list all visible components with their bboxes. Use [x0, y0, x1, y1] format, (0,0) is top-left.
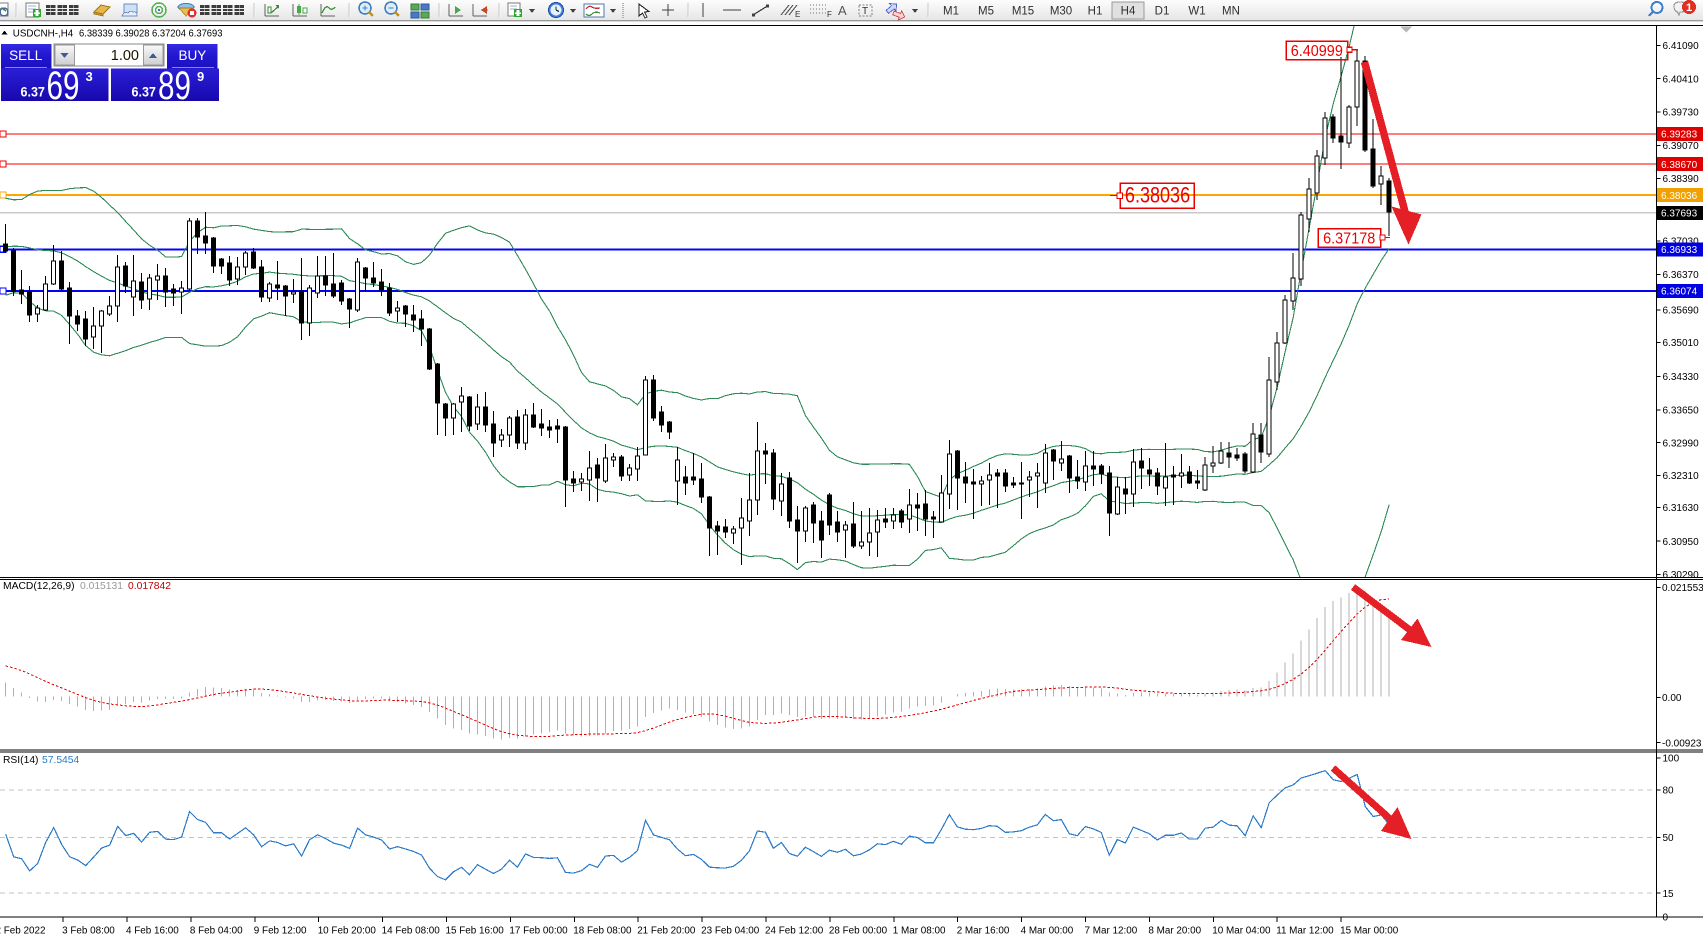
svg-text:8 Mar 20:00: 8 Mar 20:00	[1148, 926, 1201, 937]
svg-text:69: 69	[47, 64, 80, 108]
svg-text:USDCNH-,H4: USDCNH-,H4	[13, 28, 74, 39]
svg-text:E: E	[795, 10, 800, 19]
svg-text:57.5454: 57.5454	[42, 755, 79, 766]
svg-text:4 Mar 00:00: 4 Mar 00:00	[1021, 926, 1074, 937]
svg-text:1: 1	[1686, 2, 1692, 14]
svg-text:6.37030: 6.37030	[1663, 236, 1700, 247]
svg-text:0.00: 0.00	[1662, 693, 1682, 704]
svg-text:6.30950: 6.30950	[1663, 537, 1700, 548]
svg-text:MN: MN	[1222, 6, 1240, 18]
svg-text:M1: M1	[943, 6, 959, 18]
svg-text:7 Mar 12:00: 7 Mar 12:00	[1085, 926, 1138, 937]
svg-text:H1: H1	[1088, 6, 1103, 18]
svg-text:14 Feb 08:00: 14 Feb 08:00	[382, 926, 441, 937]
svg-text:6.38670: 6.38670	[1661, 160, 1698, 171]
svg-text:3: 3	[86, 69, 93, 84]
svg-text:M15: M15	[1012, 6, 1034, 18]
svg-text:100: 100	[1663, 754, 1680, 765]
svg-text:SELL: SELL	[9, 48, 43, 63]
svg-text:6.36074: 6.36074	[1661, 287, 1698, 298]
svg-text:10 Feb 20:00: 10 Feb 20:00	[318, 926, 377, 937]
svg-text:80: 80	[1663, 785, 1675, 796]
svg-text:M5: M5	[978, 6, 994, 18]
svg-text:50: 50	[1663, 833, 1675, 844]
svg-text:9 Feb 12:00: 9 Feb 12:00	[254, 926, 307, 937]
svg-text:6.40410: 6.40410	[1663, 74, 1700, 85]
svg-text:6.31630: 6.31630	[1663, 503, 1700, 514]
svg-text:6.30290: 6.30290	[1663, 570, 1700, 581]
svg-text:6.35690: 6.35690	[1663, 306, 1700, 317]
svg-text:6.37178: 6.37178	[1323, 230, 1375, 248]
svg-text:24 Feb 12:00: 24 Feb 12:00	[765, 926, 824, 937]
svg-text:9: 9	[197, 69, 204, 84]
svg-text:15 Mar 00:00: 15 Mar 00:00	[1340, 926, 1399, 937]
svg-text:1.00: 1.00	[111, 48, 139, 64]
svg-text:6.38390: 6.38390	[1663, 174, 1700, 185]
svg-text:6.33650: 6.33650	[1663, 406, 1700, 417]
svg-text:6.32990: 6.32990	[1663, 438, 1700, 449]
svg-text:3 Feb 08:00: 3 Feb 08:00	[62, 926, 115, 937]
svg-text:-0.00923: -0.00923	[1662, 738, 1702, 749]
svg-text:6.40999: 6.40999	[1291, 42, 1343, 60]
svg-text:17 Feb 00:00: 17 Feb 00:00	[509, 926, 568, 937]
svg-text:1 Mar 08:00: 1 Mar 08:00	[893, 926, 946, 937]
svg-text:6.35010: 6.35010	[1663, 338, 1700, 349]
svg-text:6.39730: 6.39730	[1663, 108, 1700, 119]
svg-text:0.021553: 0.021553	[1662, 583, 1703, 594]
svg-text:6.38036: 6.38036	[1125, 184, 1190, 208]
svg-text:0: 0	[1663, 913, 1669, 924]
svg-text:18 Feb 08:00: 18 Feb 08:00	[573, 926, 632, 937]
svg-text:6.38036: 6.38036	[1661, 191, 1698, 202]
svg-text:0.017842: 0.017842	[128, 581, 171, 592]
svg-text:RSI(14): RSI(14)	[3, 755, 38, 766]
svg-text:2 Mar 16:00: 2 Mar 16:00	[957, 926, 1010, 937]
svg-text:W1: W1	[1188, 6, 1205, 18]
svg-text:4 Feb 16:00: 4 Feb 16:00	[126, 926, 179, 937]
svg-text:6.39070: 6.39070	[1663, 141, 1700, 152]
svg-text:21 Feb 20:00: 21 Feb 20:00	[637, 926, 696, 937]
svg-text:8 Feb 04:00: 8 Feb 04:00	[190, 926, 243, 937]
svg-text:23 Feb 04:00: 23 Feb 04:00	[701, 926, 760, 937]
svg-text:6.36370: 6.36370	[1663, 270, 1700, 281]
svg-text:6.34330: 6.34330	[1663, 372, 1700, 383]
svg-text:6.37: 6.37	[132, 84, 156, 100]
svg-text:28 Feb 00:00: 28 Feb 00:00	[829, 926, 888, 937]
svg-text:6.41090: 6.41090	[1663, 41, 1700, 52]
svg-text:F: F	[827, 10, 832, 19]
svg-text:6.37: 6.37	[21, 84, 45, 100]
svg-text:15: 15	[1663, 889, 1675, 900]
svg-text:2 Feb 2022: 2 Feb 2022	[0, 926, 45, 937]
svg-text:6.36933: 6.36933	[1661, 245, 1698, 256]
svg-text:H4: H4	[1121, 6, 1136, 18]
svg-text:11 Mar 12:00: 11 Mar 12:00	[1276, 926, 1334, 937]
svg-text:A: A	[838, 3, 847, 18]
svg-text:6.37693: 6.37693	[1661, 209, 1698, 220]
svg-text:D1: D1	[1155, 6, 1170, 18]
svg-text:89: 89	[158, 64, 191, 108]
svg-text:T: T	[862, 6, 868, 17]
svg-text:6.32310: 6.32310	[1663, 471, 1700, 482]
svg-text:0.015131: 0.015131	[80, 581, 123, 592]
svg-text:6.38339 6.39028 6.37204 6.3769: 6.38339 6.39028 6.37204 6.37693	[79, 28, 223, 39]
svg-text:MACD(12,26,9): MACD(12,26,9)	[3, 581, 75, 592]
svg-text:10 Mar 04:00: 10 Mar 04:00	[1212, 926, 1271, 937]
svg-text:BUY: BUY	[179, 48, 207, 63]
svg-text:15 Feb 16:00: 15 Feb 16:00	[446, 926, 505, 937]
svg-text:M30: M30	[1050, 6, 1072, 18]
svg-text:6.39283: 6.39283	[1661, 130, 1698, 141]
